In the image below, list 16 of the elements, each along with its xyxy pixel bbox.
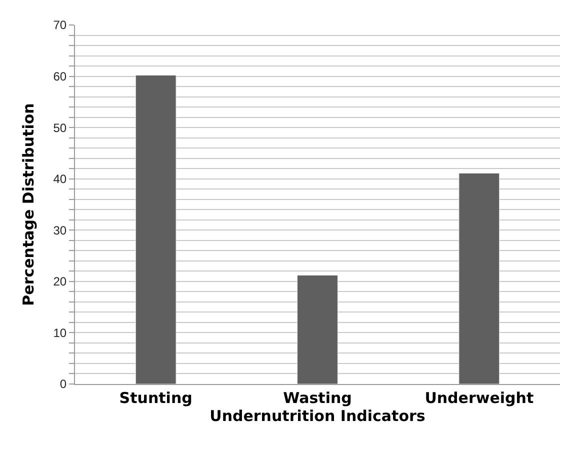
y-tick-label: 60 — [53, 69, 67, 84]
y-tick-label: 0 — [60, 377, 67, 392]
y-tick-label: 70 — [53, 18, 67, 32]
bar — [297, 275, 338, 384]
y-tick-label: 10 — [53, 326, 67, 340]
x-tick-label: Underweight — [424, 389, 534, 407]
y-tick-label: 30 — [53, 223, 67, 238]
y-tick-label: 50 — [53, 120, 67, 135]
x-tick-label: Stunting — [119, 389, 192, 407]
y-tick-label: 40 — [53, 172, 67, 186]
bar — [135, 75, 176, 384]
y-axis-title: Percentage Distribution — [19, 103, 38, 306]
x-axis-title: Undernutrition Indicators — [210, 407, 426, 425]
x-tick-label: Wasting — [283, 389, 352, 407]
y-tick-label: 20 — [53, 274, 67, 289]
bar — [458, 172, 500, 384]
